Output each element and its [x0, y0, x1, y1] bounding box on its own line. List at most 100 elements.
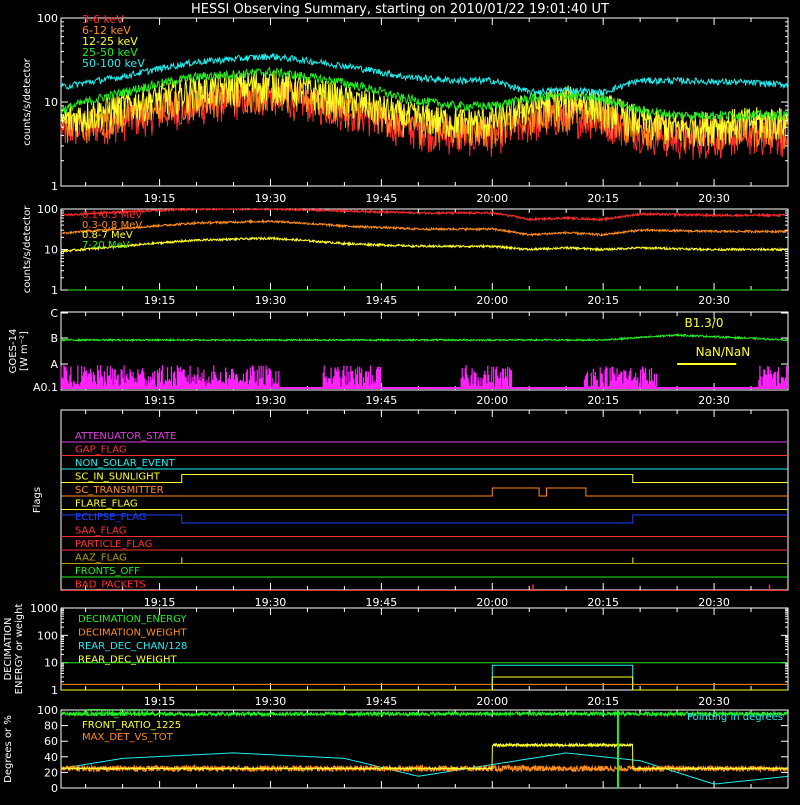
atten-ratio-line: [60, 710, 789, 718]
y-tick-label: 100: [37, 629, 58, 642]
y-axis-label: Flags: [32, 487, 43, 513]
x-tick-label: 20:00: [476, 192, 508, 205]
front-ratio-line: [60, 741, 789, 771]
x-tick-label: 19:15: [144, 695, 176, 708]
x-tick-label: 19:30: [255, 695, 287, 708]
y-tick-label: 1: [51, 284, 58, 297]
x-tick-label: 20:30: [698, 294, 730, 307]
panel-frame: [60, 208, 789, 291]
panel-5: 19:15 19:30 19:45 20:00 20:15 20:30 1 10 100 1000…: [3, 602, 789, 708]
y-tick-label: 60: [44, 735, 58, 748]
y-tick-label: 1: [51, 180, 58, 193]
goes-long-line: [60, 332, 789, 343]
legend-entry: 12-25 keV: [82, 35, 138, 48]
legend-entry: 50-100 keV: [82, 57, 145, 70]
flag-label: PARTICLE_FLAG: [75, 539, 152, 550]
x-tick-label: 19:15: [144, 596, 176, 609]
flag-label: SC_IN_SUNLIGHT: [75, 472, 161, 483]
flag-trace: [61, 487, 788, 497]
panel-3: 19:15 19:30 19:45 20:00 20:15 20:30 A0.1 ABC B1.…: [8, 307, 789, 407]
y-axis-label: counts/s/detector: [22, 205, 33, 293]
y-tick-label: 20: [44, 766, 58, 779]
x-tick-label: 20:30: [698, 596, 730, 609]
legend-entry: 0.8-7 MeV: [82, 230, 133, 241]
y-axis-label: [W m⁻²]: [19, 331, 30, 371]
y-tick-label: C: [50, 307, 58, 320]
flag-trace: [61, 474, 788, 483]
legend-entry: REAR_DEC_CHAN/128: [78, 641, 187, 652]
panel-1: 19:15 19:30 19:45 20:00 20:15 20:30 1 10 100 coun…: [22, 12, 789, 205]
y-tick-label: 0: [51, 782, 58, 795]
y-axis-label: Degrees or %: [3, 715, 14, 783]
flag-label: BAD_PACKETS: [75, 580, 146, 591]
flag-label: GAP_FLAG: [75, 445, 127, 456]
x-tick-label: 19:45: [366, 294, 398, 307]
y-tick-label: 100: [37, 704, 58, 717]
x-tick-label: 19:15: [144, 294, 176, 307]
panel-2: 19:15 19:30 19:45 20:00 20:15 20:30 1 10 100 coun…: [22, 203, 789, 307]
x-tick-label: 19:30: [255, 294, 287, 307]
series-line-3: [60, 69, 788, 147]
y-tick-label: 100: [37, 12, 58, 25]
x-tick-label: 19:45: [366, 695, 398, 708]
flag-label: AAZ_FLAG: [75, 553, 127, 564]
legend-entry: DECIMATION_WEIGHT: [78, 628, 187, 639]
x-tick-label: 20:15: [587, 192, 619, 205]
legend-entry: DECIMATION_ENERGY: [78, 614, 187, 625]
legend-entry: 25-50 keV: [82, 46, 138, 59]
x-tick-label: 20:15: [587, 596, 619, 609]
y-tick-label: 100: [37, 203, 58, 216]
goes-short-bursts: [60, 365, 789, 389]
decimation-line-3: [61, 664, 788, 691]
y-tick-label: 10: [44, 96, 58, 109]
series-line-3: [60, 235, 789, 254]
y-tick-label: 80: [44, 720, 58, 733]
legend-entry: ATTEN_RATIO: [82, 708, 149, 719]
y-tick-label: 1: [51, 684, 58, 697]
decimation-line-4: [61, 676, 788, 691]
goes-class-annotation: B1.3/0: [684, 316, 723, 330]
panel-4: 19:15 19:30 19:45 20:00 20:15 20:30 Flags ATTEN…: [32, 409, 789, 609]
y-tick-label: 10: [44, 657, 58, 670]
x-tick-label: 20:15: [587, 394, 619, 407]
flag-label: ATTENUATOR_STATE: [75, 431, 176, 442]
legend-entry: 0.1-0.3 MeV: [82, 210, 142, 221]
x-tick-label: 19:45: [366, 596, 398, 609]
figure-title: HESSI Observing Summary, starting on 201…: [191, 2, 609, 17]
x-tick-label: 20:00: [476, 596, 508, 609]
y-tick-label: 10: [44, 244, 58, 257]
y-tick-label: 1000: [30, 602, 58, 615]
legend-entry: REAR_DEC_WEIGHT: [78, 655, 177, 666]
x-tick-label: 19:15: [144, 192, 176, 205]
x-tick-label: 19:30: [255, 596, 287, 609]
x-tick-label: 19:45: [366, 394, 398, 407]
x-tick-label: 19:30: [255, 394, 287, 407]
x-tick-label: 19:30: [255, 192, 287, 205]
y-axis-label: counts/s/detector: [22, 57, 33, 145]
flag-label: SC_TRANSMITTER: [75, 485, 164, 496]
x-tick-label: 20:00: [476, 695, 508, 708]
y-axis-label: GOES-14: [8, 329, 19, 374]
x-tick-label: 20:30: [698, 394, 730, 407]
y-axis-label: DECIMATION: [3, 617, 14, 680]
y-axis-label: ENERGY or weight: [14, 604, 25, 695]
pointing-annotation: Pointing in degrees: [687, 712, 783, 723]
series-line-5: [60, 52, 789, 97]
flag-label: NON_SOLAR_EVENT: [75, 458, 176, 469]
panel-frame: [60, 709, 789, 789]
flag-trace: [61, 514, 788, 524]
x-tick-label: 20:15: [587, 695, 619, 708]
x-tick-label: 20:00: [476, 294, 508, 307]
panel-6: 0 20 40 60 80 100 Degrees or % ATTEN_RATIOFRONT…: [3, 704, 789, 795]
series-line-4: [60, 66, 789, 122]
y-tick-label: B: [50, 332, 58, 345]
legend-entry: FRONT_RATIO_1225: [82, 720, 181, 731]
y-tick-label: A: [50, 358, 58, 371]
x-tick-label: 20:15: [587, 294, 619, 307]
flag-label: FRONTS_OFF: [75, 566, 140, 577]
panels-group: 19:15 19:30 19:45 20:00 20:15 20:30110100coun…: [3, 12, 789, 795]
panel-frame: [60, 311, 789, 391]
x-tick-label: 20:30: [698, 192, 730, 205]
